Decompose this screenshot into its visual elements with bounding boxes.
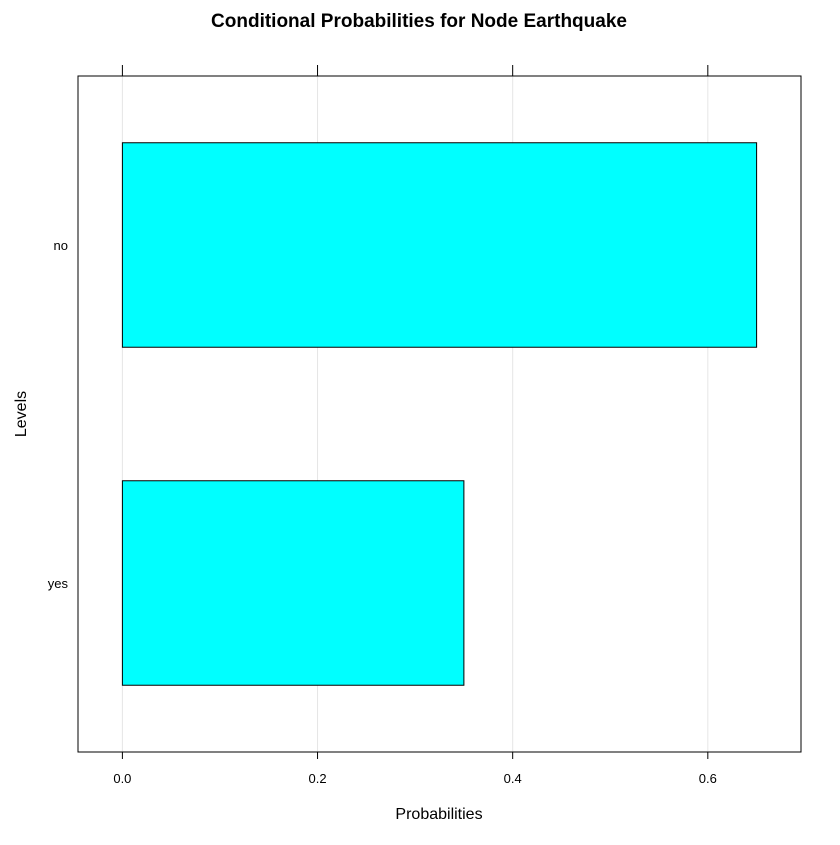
bar-yes [121, 480, 465, 686]
bars [121, 142, 758, 686]
bar-no [121, 142, 758, 348]
y-axis-label: Levels [13, 391, 30, 437]
chart-title: Conditional Probabilities for Node Earth… [211, 11, 627, 32]
plot-frame [77, 75, 802, 753]
x-tick-label: 0.4 [504, 771, 522, 786]
x-axis-label: Probabilities [395, 806, 482, 823]
x-tick-label: 0.0 [113, 771, 131, 786]
y-tick-label: no [54, 238, 68, 253]
axis-ticks: 0.0 0.2 0.4 0.6 no yes [48, 65, 717, 786]
x-tick-label: 0.2 [308, 771, 326, 786]
x-tick-label: 0.6 [699, 771, 717, 786]
y-tick-label: yes [48, 576, 69, 591]
